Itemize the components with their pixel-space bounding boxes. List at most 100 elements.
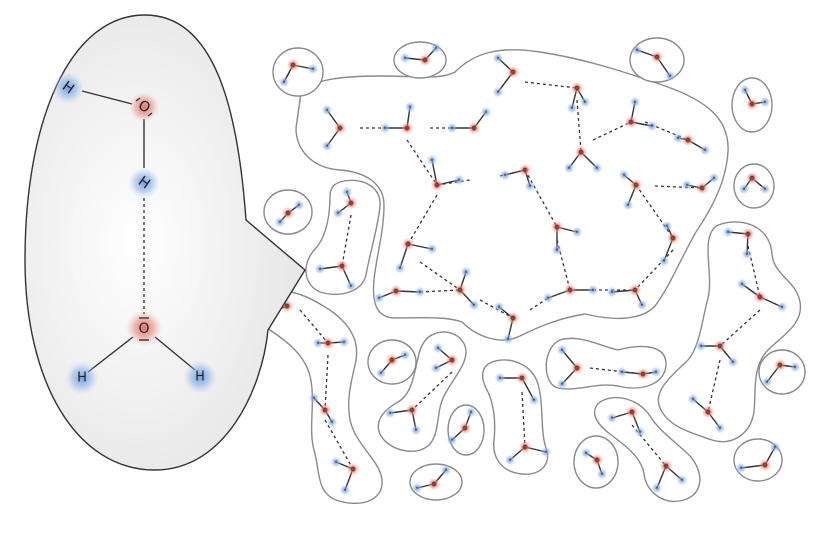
hydrogen-atom: H [699, 144, 711, 156]
oxygen-atom: O [713, 339, 727, 353]
hydrogen-label: H [744, 88, 747, 92]
hydrogen-atom: H [504, 454, 516, 466]
hydrogen-label: H [504, 173, 507, 177]
hydrogen-atom: H [278, 76, 290, 88]
hydrogen-label: H [445, 468, 448, 472]
hydrogen-label: H [465, 270, 468, 274]
oxygen-label: O [706, 410, 709, 415]
hydrogen-atom: H [616, 366, 628, 378]
hydrogen-bond [654, 185, 703, 189]
hydrogen-atom: H [676, 474, 688, 486]
hydrogen-label: H [498, 305, 501, 309]
zoom-oh-bond [81, 90, 133, 105]
hydrogen-label: H [700, 344, 703, 348]
hydrogen-atom: H [672, 132, 684, 144]
water-molecule: H H O [606, 283, 648, 311]
oxygen-label: O [630, 410, 633, 415]
oxygen-label: O [351, 467, 354, 472]
hydrogen-atom: H [308, 392, 320, 404]
hydrogen-atom: H [661, 220, 673, 232]
hydrogen-label: H [378, 296, 381, 300]
hydrogen-label: H [458, 178, 461, 182]
hydrogen-label: H [419, 290, 422, 294]
hydrogen-label: H [592, 288, 595, 292]
hydrogen-atom: H [596, 468, 608, 480]
oxygen-atom: O [427, 477, 441, 491]
hydrogen-label: H [298, 203, 301, 207]
hydrogen-bond [524, 81, 578, 89]
oxygen-label: O [458, 288, 461, 293]
hydrogen-label: H [774, 445, 777, 449]
water-molecule: H H O [631, 44, 676, 82]
oxygen-label: O [555, 225, 558, 230]
oxygen-atom: O [695, 181, 709, 195]
oxygen-label: O [633, 288, 636, 293]
hydrogen-atom: H [579, 96, 591, 108]
hydrogen-atom: H [465, 406, 477, 418]
hydrogen-atom: H [293, 199, 305, 211]
hydrogen-label: H [404, 353, 407, 357]
oxygen-label: O [511, 316, 514, 321]
oxygen-atom: O [515, 371, 529, 385]
hydrogen-atom: H [321, 140, 333, 152]
hydrogen-label: H [77, 371, 87, 386]
hydrogen-atom: H [414, 286, 426, 298]
hydrogen-bond [592, 121, 632, 141]
hydrogen-label: H [611, 290, 614, 294]
hydrogen-label: H [686, 183, 689, 187]
zoom-water-top: H O H [52, 72, 160, 199]
hydrogen-label: H [663, 259, 666, 263]
hydrogen-atom: H [492, 52, 504, 64]
hydrogen-label: H [621, 370, 624, 374]
oxygen-atom: O [518, 163, 532, 177]
hydrogen-label: H [732, 360, 735, 364]
hydrogen-label: H [313, 396, 316, 400]
hydrogen-atom: H [492, 86, 504, 98]
hydrogen-atom: H [776, 301, 788, 313]
hydrogen-label: H [416, 486, 419, 490]
hydrogen-atom: H [735, 462, 747, 474]
water-molecule: H H O [761, 358, 801, 388]
hydrogen-glow [128, 167, 160, 199]
cluster-bottom-chain-b [481, 359, 549, 475]
oxygen-atom: O [650, 50, 664, 64]
oxygen-atom: O [333, 121, 347, 135]
oxygen-atom: O [550, 220, 564, 234]
hydrogen-label: H [568, 166, 571, 170]
water-molecule: H H O [375, 349, 411, 379]
oxygen-label: O [326, 341, 329, 346]
oxygen-atom: O [666, 231, 680, 245]
oxygen-label: O [634, 183, 637, 188]
hydrogen-atom: H [618, 169, 630, 181]
hydrogen-atom: H [339, 484, 351, 496]
hydrogen-atom: H [430, 362, 442, 374]
water-molecule: H H O [332, 186, 358, 219]
hydrogen-label: H [380, 371, 383, 375]
hydrogen-atom: H [727, 356, 739, 368]
hydrogen-atom: H [411, 482, 423, 494]
oxygen-atom: O [467, 121, 481, 135]
oxygen-atom: O [563, 283, 577, 297]
oxygen-atom: O [385, 353, 399, 367]
hydrogen-atom: H [622, 199, 634, 211]
hydrogen-label: H [545, 450, 548, 454]
hydrogen-label: H [195, 370, 205, 385]
hydrogen-label: H [766, 380, 769, 384]
hydrogen-atom: H [580, 447, 592, 459]
oxygen-label: O [700, 186, 703, 191]
oxygen-atom: O [445, 353, 459, 367]
hydrogen-label: H [499, 376, 502, 380]
hydrogen-atom: H [606, 412, 618, 424]
hydrogen-label: H [435, 46, 438, 50]
water-molecule: H H O [695, 339, 739, 368]
oxygen-atom: O [659, 459, 673, 473]
hydrogen-label: H [344, 488, 347, 492]
hydrogen-label: H [746, 252, 749, 256]
hydrogen-atom: H [759, 96, 771, 108]
hydrogen-label: H [634, 100, 637, 104]
hydrogen-atom: H [440, 464, 452, 476]
hydrogen-atom: H [556, 344, 568, 356]
hydrogen-atom: H [432, 342, 444, 354]
hydrogen-atom: H [332, 207, 344, 219]
